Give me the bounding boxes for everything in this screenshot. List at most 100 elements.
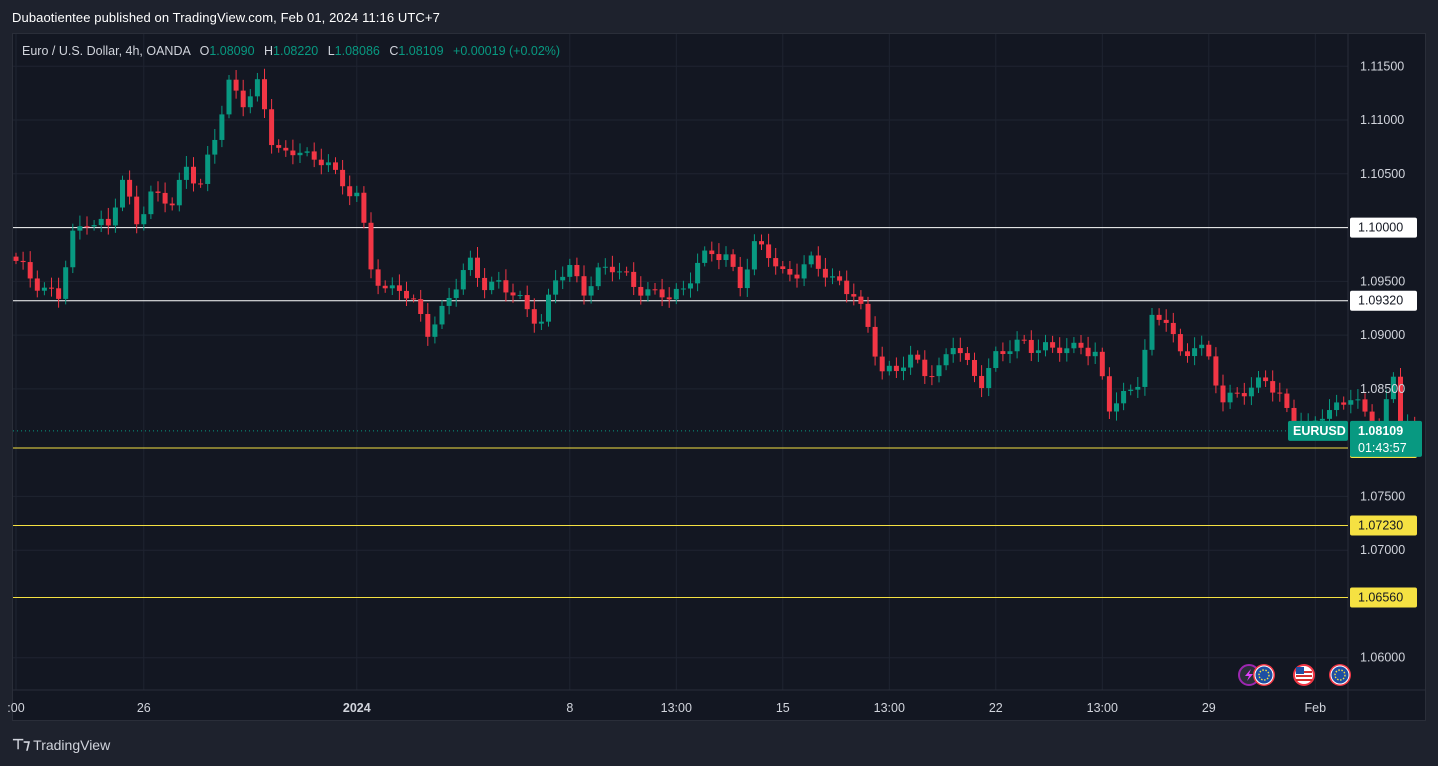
- candle: [922, 350, 928, 384]
- candle-body: [1114, 403, 1119, 412]
- candle-body: [943, 354, 949, 366]
- eu-flag-icon[interactable]: [1329, 664, 1351, 686]
- candle-body: [219, 114, 225, 140]
- candle: [41, 282, 47, 296]
- candle-body: [553, 280, 559, 295]
- candle: [489, 276, 495, 295]
- candle: [290, 139, 296, 165]
- candle: [652, 283, 658, 295]
- candle-body: [737, 266, 743, 289]
- level-badge-label: 1.09320: [1358, 294, 1403, 308]
- candle: [837, 270, 843, 286]
- event-icons[interactable]: [1238, 664, 1351, 686]
- candle: [1135, 377, 1141, 398]
- candle-body: [84, 226, 90, 228]
- candle: [1071, 337, 1077, 354]
- candle: [1284, 388, 1290, 413]
- candle-body: [986, 368, 992, 389]
- candle-body: [41, 287, 47, 291]
- candle: [865, 296, 871, 333]
- candle: [1057, 337, 1063, 362]
- candle-body: [709, 250, 715, 255]
- candle: [183, 155, 189, 189]
- price-axis[interactable]: 1.11500 1.11000 1.10500 1.09500 1.09000 1.085…: [1360, 59, 1405, 664]
- candle-body: [1185, 351, 1190, 357]
- candle-body: [815, 255, 821, 269]
- candle: [993, 346, 999, 372]
- candle: [901, 356, 906, 381]
- candle-body: [77, 226, 83, 231]
- candle-body: [63, 267, 69, 299]
- candle: [453, 278, 459, 307]
- candle-body: [1206, 344, 1212, 357]
- candle-body: [1199, 344, 1205, 349]
- open-value: 1.08090: [209, 44, 255, 58]
- candle-body: [773, 258, 779, 267]
- candle: [482, 268, 488, 299]
- candle-body: [638, 286, 644, 296]
- time-tick-label: 22: [989, 701, 1003, 715]
- candle-body: [1170, 322, 1176, 335]
- candle: [801, 255, 807, 287]
- candle: [318, 148, 324, 175]
- candle: [347, 175, 353, 206]
- candle-body: [1291, 407, 1297, 426]
- candle: [496, 271, 502, 289]
- candle-body: [503, 280, 509, 293]
- candle: [851, 283, 857, 306]
- candle: [744, 258, 750, 297]
- candle: [205, 145, 211, 192]
- symbol-title[interactable]: Euro / U.S. Dollar, 4h, OANDA: [22, 44, 191, 58]
- time-tick-label: 26: [137, 701, 151, 715]
- candle: [439, 300, 445, 330]
- candle: [624, 266, 630, 276]
- time-tick-label: :00: [7, 701, 24, 715]
- candle-body: [120, 179, 125, 208]
- candle: [262, 68, 267, 118]
- candle: [49, 277, 54, 297]
- candle-body: [567, 264, 573, 277]
- low-value: 1.08086: [334, 44, 380, 58]
- candle-body: [247, 96, 253, 108]
- time-axis[interactable]: :00 26 2024 8 13:00 15 13:00 22 13:00 29 Feb: [7, 701, 1326, 715]
- candle-body: [318, 159, 324, 166]
- candle: [411, 294, 417, 303]
- candle: [1192, 337, 1198, 366]
- candle: [964, 346, 970, 366]
- candle: [567, 258, 573, 282]
- candle-body: [1099, 351, 1105, 377]
- candle: [617, 262, 622, 280]
- candle-body: [297, 152, 303, 156]
- candle-body: [936, 365, 942, 377]
- candle: [91, 220, 97, 231]
- candle-body: [340, 169, 346, 187]
- candle: [943, 348, 949, 371]
- candle-body: [1163, 319, 1169, 323]
- tradingview-logo[interactable]: ⊤⁊ TradingView: [12, 736, 110, 753]
- candle: [830, 268, 835, 285]
- time-tick-label: 29: [1202, 701, 1216, 715]
- chart-frame[interactable]: [12, 33, 1426, 721]
- candle-body: [1078, 342, 1084, 348]
- candle-body: [673, 288, 679, 300]
- candle: [560, 266, 566, 290]
- eu-flag-icon[interactable]: [1253, 664, 1275, 686]
- candle: [63, 260, 69, 305]
- candle-body: [1128, 389, 1134, 391]
- candle: [794, 263, 800, 288]
- candle-body: [1057, 347, 1063, 354]
- us-flag-icon[interactable]: [1293, 664, 1315, 686]
- candle-body: [1256, 377, 1261, 388]
- candle: [595, 262, 601, 291]
- candle: [1014, 331, 1020, 359]
- candle-body: [148, 191, 154, 215]
- candle: [1213, 347, 1219, 394]
- candle-body: [1050, 342, 1056, 348]
- candle-body: [1142, 349, 1148, 387]
- candle-body: [723, 254, 729, 261]
- candle: [1099, 347, 1105, 380]
- candle-body: [574, 264, 580, 277]
- candle: [191, 157, 196, 192]
- candle: [609, 255, 615, 282]
